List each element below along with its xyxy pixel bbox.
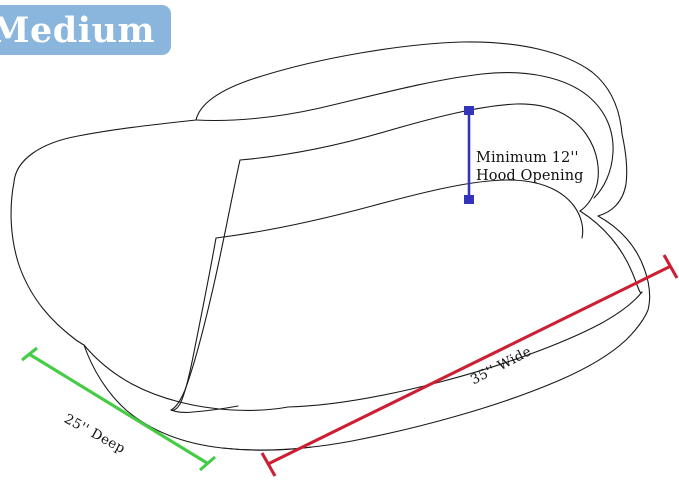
size-badge-label: Medium <box>0 9 155 51</box>
bag-right-corner-inner-seam <box>579 210 643 294</box>
bag-front-bottom-long-edge <box>221 309 649 451</box>
bag-front-lower-seam <box>287 291 643 408</box>
hood-opening-callout: Minimum 12'' Hood Opening <box>476 149 584 186</box>
depth-line <box>28 352 208 465</box>
hood-opening-dimension-line <box>464 106 474 204</box>
bag-center-fold-join <box>170 405 239 413</box>
hood-opening-cap-bottom <box>464 195 474 204</box>
hood-opening-callout-line1: Minimum 12'' <box>476 150 579 166</box>
depth-cap-bottom <box>198 455 217 472</box>
width-cap-right <box>662 254 679 279</box>
bag-left-flank-outline <box>10 181 85 346</box>
bag-outline-group <box>10 41 651 451</box>
bag-left-lower-fold <box>83 344 289 411</box>
width-dimension-line <box>260 254 679 477</box>
bag-right-corner-edge <box>597 215 651 311</box>
bag-center-fold-right <box>170 237 217 411</box>
bag-top-ridge-outline <box>13 41 623 183</box>
bag-rear-right-edge <box>597 133 628 217</box>
hood-opening-callout-line2: Hood Opening <box>476 168 584 185</box>
bag-center-fold-left <box>170 159 241 411</box>
depth-dimension-line <box>21 346 217 472</box>
bag-fourth-seam <box>215 179 584 239</box>
size-badge: Medium <box>0 5 171 55</box>
depth-cap-top <box>21 346 38 362</box>
hood-opening-cap-top <box>464 106 474 115</box>
width-cap-left <box>260 452 277 477</box>
bag-third-seam <box>239 103 599 212</box>
width-line <box>267 264 672 466</box>
bag-second-seam <box>195 72 614 199</box>
bag-bottom-front-edge <box>83 344 313 451</box>
